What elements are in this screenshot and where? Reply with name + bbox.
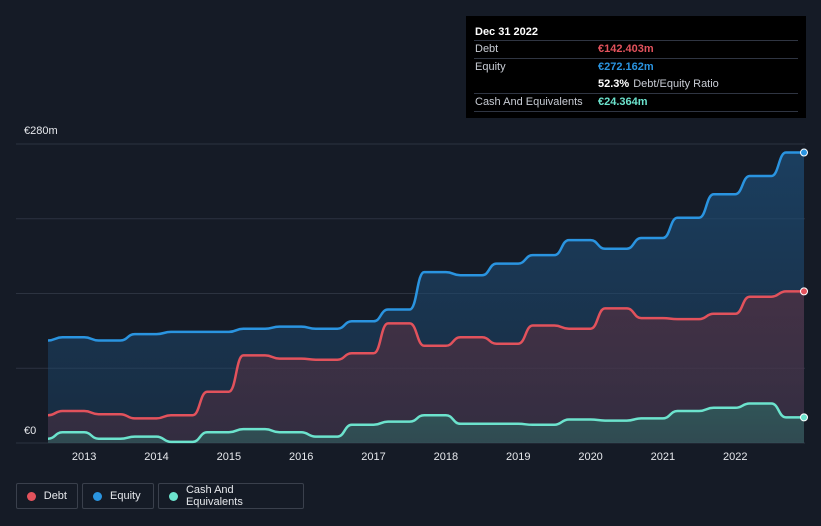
x-tick-label-2019: 2019 [506, 451, 530, 463]
y-tick-label-top: €280m [24, 125, 58, 137]
series-areas [48, 152, 804, 443]
x-tick-label-2021: 2021 [651, 451, 675, 463]
tooltip-equity-value: €272.162m [598, 61, 654, 73]
equity-end-marker [800, 148, 808, 157]
x-tick-label-2018: 2018 [434, 451, 458, 463]
cash-area [48, 403, 804, 443]
legend-equity-label: Equity [110, 490, 141, 502]
tooltip-debt-label: Debt [475, 43, 499, 55]
cash-line [47, 402, 804, 444]
tooltip-date: Dec 31 2022 [475, 26, 538, 38]
x-tick-label-2015: 2015 [217, 451, 241, 463]
tooltip-ratio-value: 52.3% [598, 78, 630, 90]
tooltip-cash-value: €24.364m [598, 96, 648, 108]
x-tick-label-2022: 2022 [723, 451, 747, 463]
x-tick-label-2017: 2017 [361, 451, 385, 463]
tooltip-ratio-extra: Debt/Equity Ratio [633, 78, 719, 90]
end-markers [800, 148, 808, 422]
x-tick-label-2020: 2020 [578, 451, 602, 463]
y-tick-label-bottom: €0 [24, 425, 37, 437]
x-tick-label-2014: 2014 [144, 451, 168, 463]
data-tooltip: Dec 31 2022 Debt €142.403m Equity €272.1… [466, 16, 806, 118]
tooltip-row-debt: Debt €142.403m [474, 40, 798, 58]
legend-item-cash[interactable]: Cash And Equivalents [158, 483, 304, 509]
tooltip-row-equity: Equity €272.162m [474, 58, 798, 76]
debt-area [48, 291, 804, 443]
tooltip-row-ratio: 52.3% Debt/Equity Ratio [474, 76, 798, 93]
x-tick-label-2013: 2013 [72, 451, 96, 463]
tooltip-debt-value: €142.403m [598, 43, 654, 55]
equity-line [47, 151, 804, 342]
x-axis-ticks: 2013 2014 2015 2016 2017 2018 2019 2020 2021 2022 [72, 451, 748, 463]
tooltip-cash-label: Cash And Equivalents [475, 96, 583, 108]
tooltip-ratio-label [474, 76, 598, 93]
debt-end-marker [800, 287, 808, 296]
series-lines [47, 151, 804, 444]
cash-end-marker [800, 413, 808, 422]
legend-item-equity[interactable]: Equity [82, 483, 154, 509]
legend-cash-label: Cash And Equivalents [185, 484, 243, 508]
tooltip-row-cash: Cash And Equivalents €24.364m [474, 93, 798, 112]
debt-line [47, 290, 804, 420]
debt-dot-icon [27, 491, 36, 501]
legend-item-debt[interactable]: Debt [16, 483, 78, 509]
cash-dot-icon [169, 491, 178, 501]
tooltip-equity-label: Equity [475, 61, 506, 73]
equity-dot-icon [93, 491, 102, 501]
legend-debt-label: Debt [43, 490, 67, 502]
x-tick-label-2016: 2016 [289, 451, 313, 463]
